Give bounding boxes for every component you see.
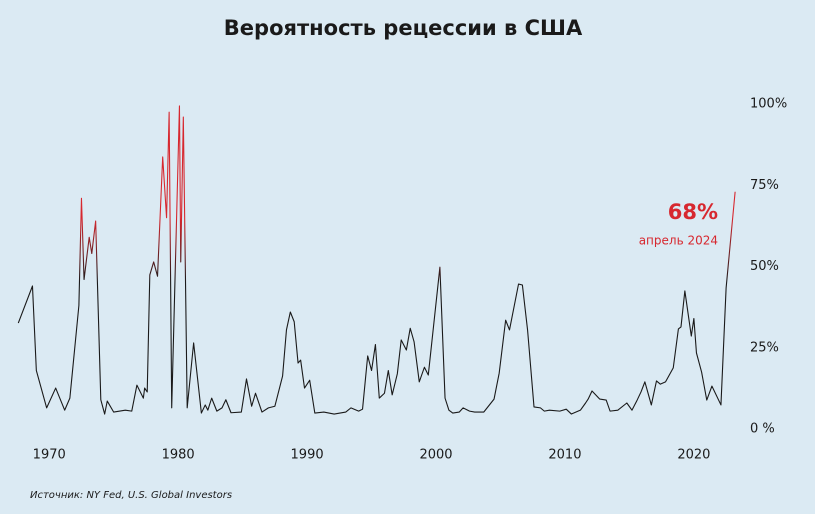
y-tick-label: 100%	[750, 97, 787, 112]
x-tick-label: 2000	[419, 448, 452, 463]
data-line	[17, 105, 736, 415]
x-tick-label: 2010	[548, 448, 581, 463]
annotation-value: 68%	[668, 200, 718, 224]
source: Источник: NY Fed, U.S. Global Investors	[30, 490, 232, 501]
x-tick-label: 2020	[677, 448, 710, 463]
y-tick-label: 25%	[750, 340, 779, 355]
annotation-text: апрель 2024	[639, 234, 718, 248]
x-tick-label: 1970	[33, 448, 66, 463]
y-tick-label: 0 %	[750, 422, 775, 437]
x-tick-label: 1980	[162, 448, 195, 463]
chart-title: Вероятность рецессии в США	[224, 16, 583, 40]
y-tick-label: 75%	[750, 178, 779, 193]
x-tick-label: 1990	[291, 448, 324, 463]
y-tick-label: 50%	[750, 259, 779, 274]
